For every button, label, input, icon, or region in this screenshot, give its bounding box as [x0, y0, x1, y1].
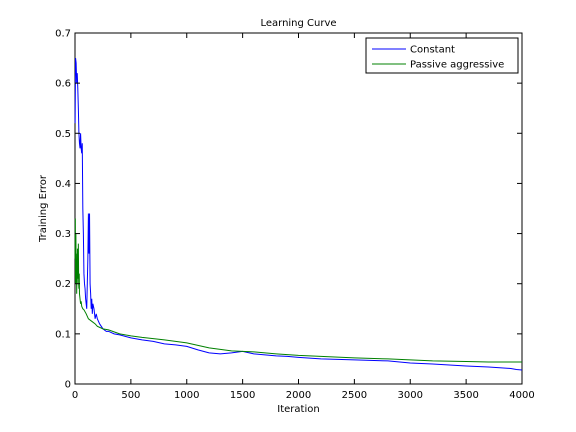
- series-line-constant: [74, 58, 523, 371]
- series-line-passive-aggressive: [74, 218, 522, 363]
- x-tick-label: 2000: [286, 390, 311, 401]
- y-tick-label: 0.3: [55, 229, 71, 240]
- y-tick-label: 0.4: [55, 179, 71, 190]
- x-axis-label: Iteration: [277, 404, 319, 415]
- legend-label: Passive aggressive: [410, 60, 504, 71]
- x-tick-label: 500: [121, 390, 140, 401]
- legend: Constant Passive aggressive: [365, 37, 519, 74]
- y-tick-label: 0.7: [55, 29, 71, 40]
- x-tick-label: 3500: [453, 390, 478, 401]
- y-tick-label: 0.1: [55, 329, 71, 340]
- x-tick-label: 3000: [398, 390, 423, 401]
- y-tick-label: 0.2: [55, 279, 71, 290]
- series-layer: [74, 58, 523, 371]
- x-tick-label: 4000: [509, 390, 534, 401]
- y-tick-label: 0.6: [55, 79, 71, 90]
- chart-title: Learning Curve: [260, 18, 336, 29]
- x-tick-label: 1000: [174, 390, 199, 401]
- x-tick-label: 0: [72, 390, 78, 401]
- x-tick-label: 1500: [230, 390, 255, 401]
- y-tick-label: 0.5: [55, 129, 71, 140]
- x-tick-label: 2500: [342, 390, 367, 401]
- y-tick-label: 0: [65, 380, 71, 391]
- ticks-layer: 0 500 1000 1500 2000 2500 3000 3500 4000 0 0.1 0.2 0…: [55, 29, 535, 402]
- legend-label: Constant: [410, 45, 455, 56]
- plot-area: [74, 32, 523, 385]
- legend-box: [365, 37, 519, 74]
- y-axis-label: Training Error: [38, 174, 49, 243]
